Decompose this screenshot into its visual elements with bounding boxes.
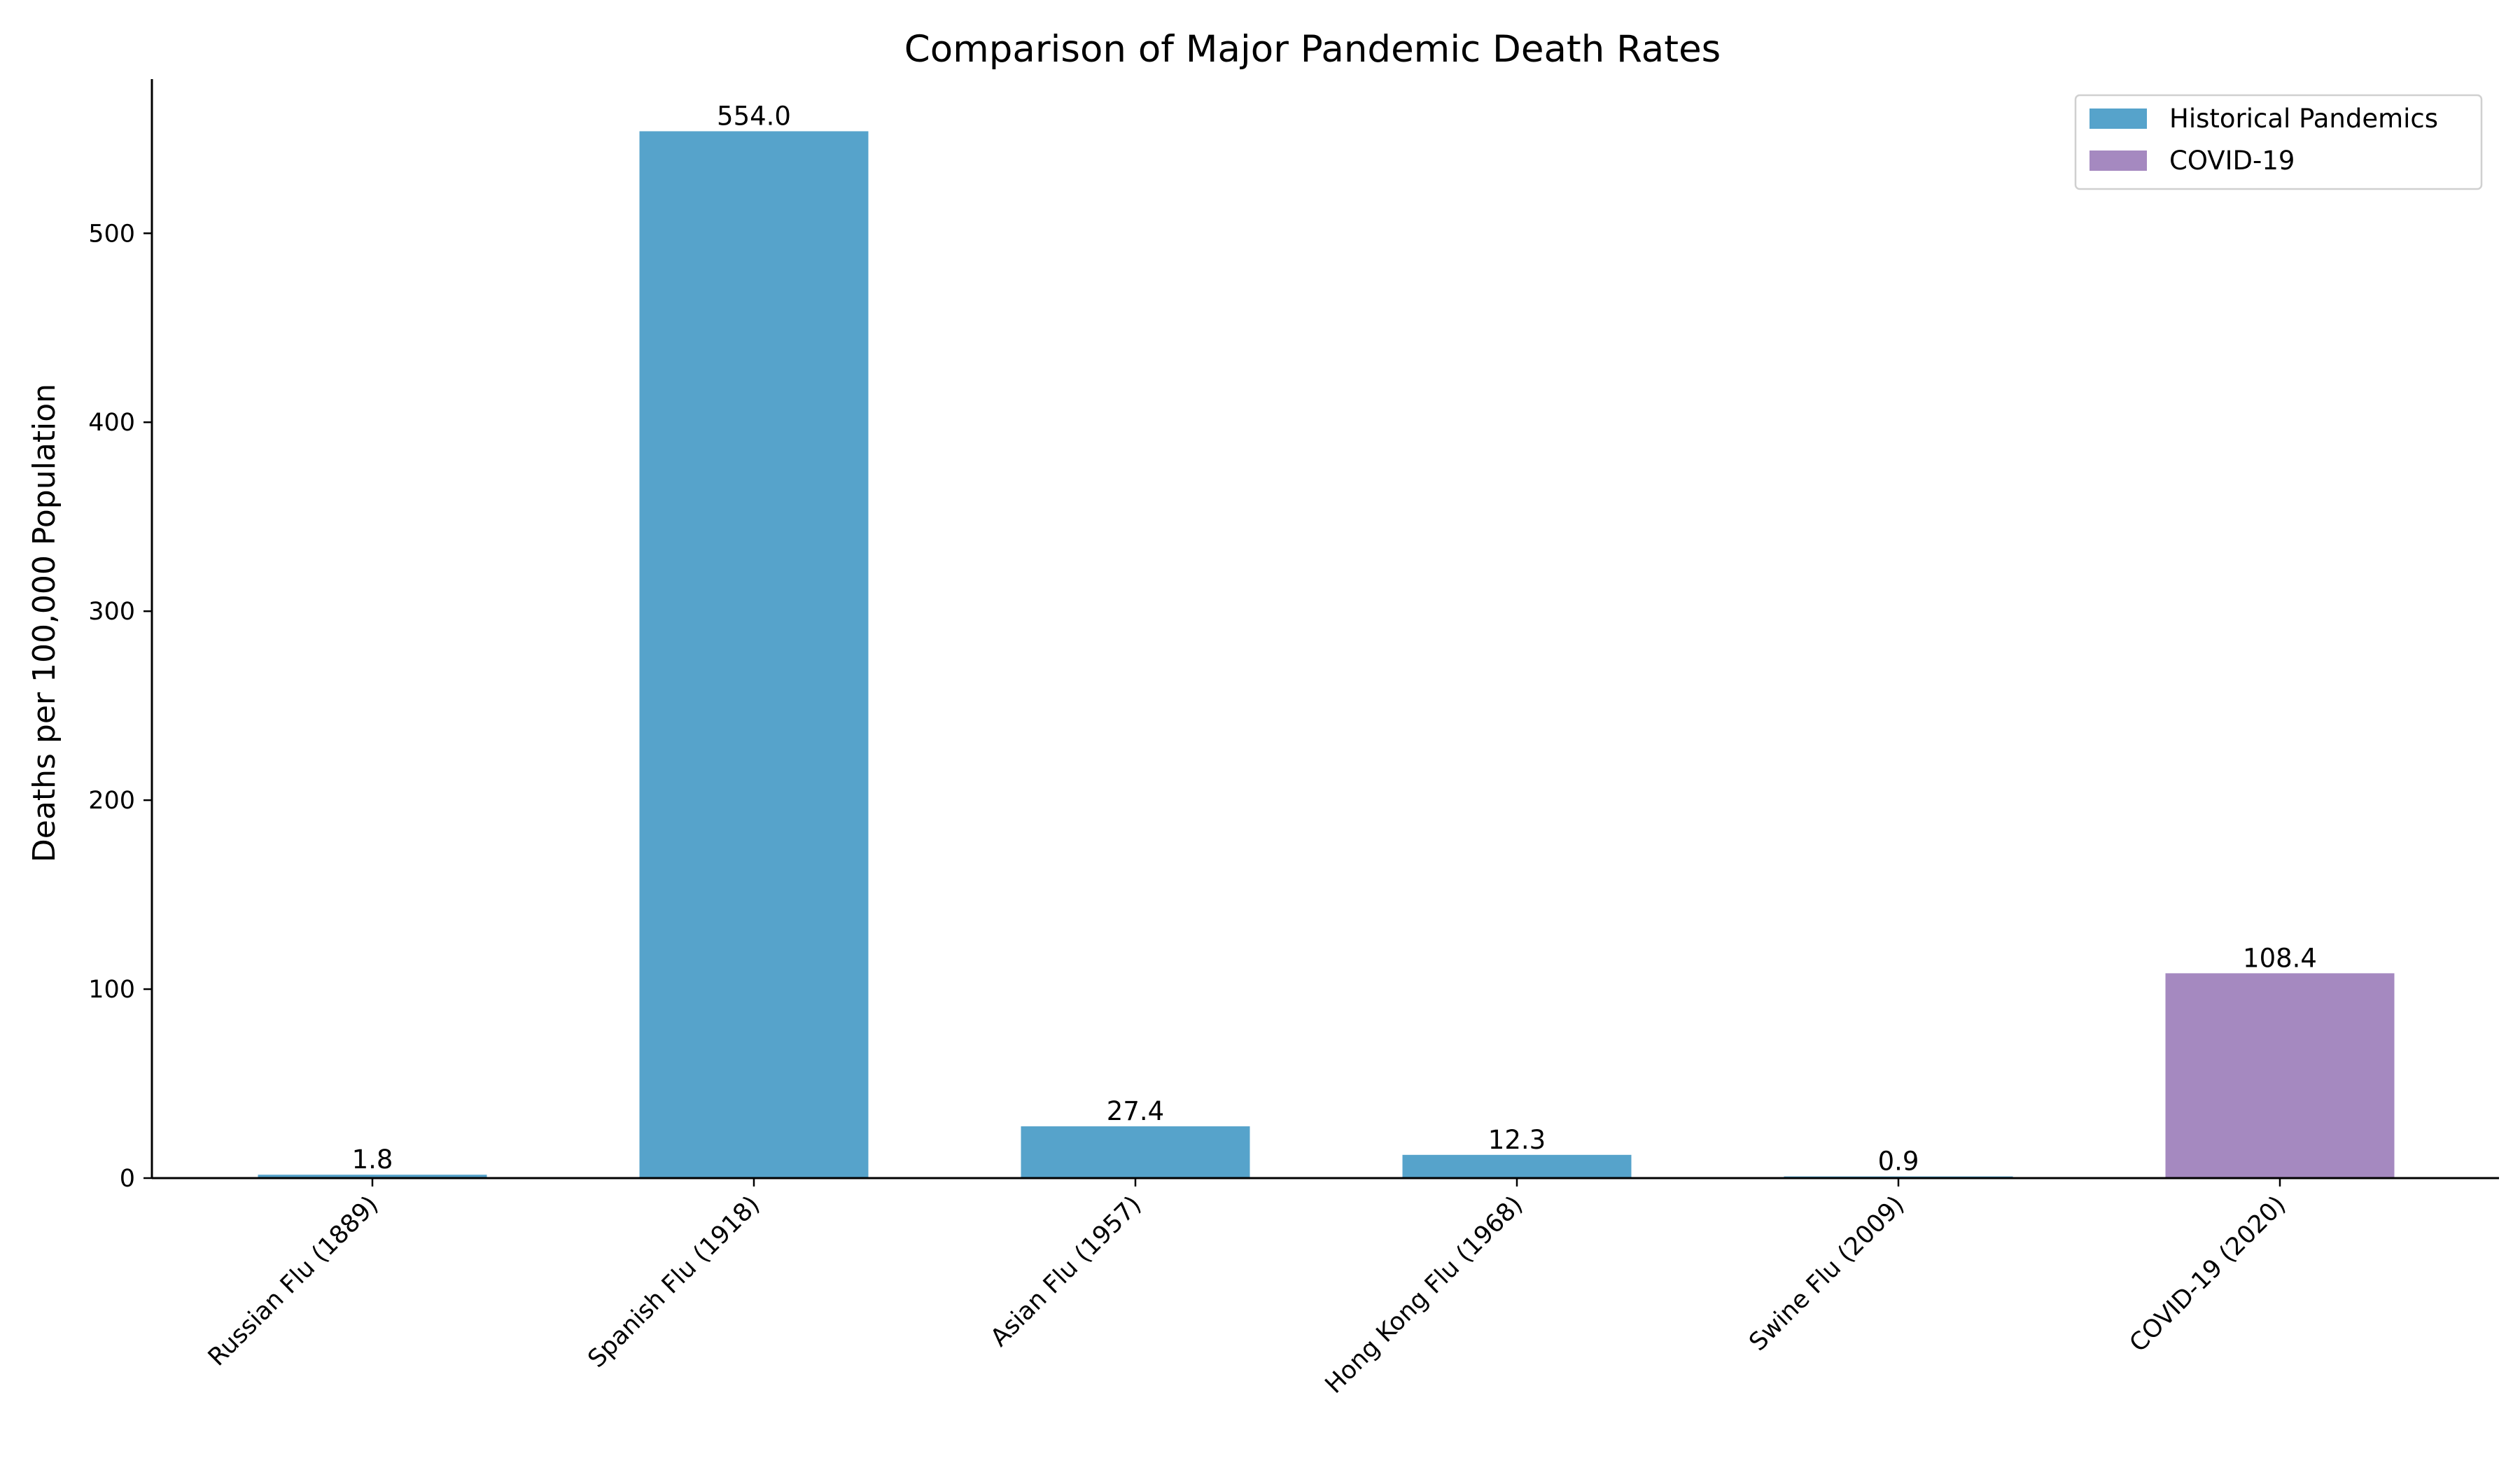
y-axis-title: Deaths per 100,000 Population (27, 384, 62, 862)
data-label-2: 27.4 (1107, 1096, 1164, 1126)
x-tick-label-3: Hong Kong Flu (1968) (1320, 1191, 1529, 1399)
y-tick-label-3: 300 (88, 598, 135, 626)
chart-title: Comparison of Major Pandemic Death Rates (904, 28, 1721, 71)
bar-2 (1021, 1126, 1250, 1178)
y-axis-ticks: 0 100 200 300 400 500 (88, 220, 152, 1193)
legend-swatch-covid (2090, 150, 2147, 171)
bar-3 (1402, 1154, 1632, 1178)
legend-label-covid: COVID-19 (2169, 146, 2295, 176)
y-tick-label-2: 200 (88, 787, 135, 815)
x-tick-label-0: Russian Flu (1889) (203, 1191, 384, 1371)
bars-group (258, 131, 2395, 1178)
legend-frame (2074, 94, 2483, 190)
bar-0 (258, 1175, 487, 1178)
y-tick-label-4: 400 (88, 409, 135, 437)
y-tick-label-0: 0 (120, 1165, 135, 1193)
legend-swatch-historical (2090, 108, 2147, 129)
y-tick-label-5: 500 (88, 220, 135, 248)
bar-5 (2165, 973, 2395, 1178)
data-labels-group: 1.8 554.0 27.4 12.3 0.9 108.4 (352, 102, 2317, 1177)
legend-label-historical: Historical Pandemics (2169, 104, 2438, 134)
legend: Historical Pandemics COVID-19 (2074, 94, 2483, 190)
x-tick-label-5: COVID-19 (2020) (2124, 1191, 2291, 1357)
data-label-1: 554.0 (717, 102, 791, 132)
x-tick-label-4: Swine Flu (2009) (1744, 1191, 1910, 1357)
data-label-3: 12.3 (1488, 1125, 1546, 1155)
bar-1 (639, 131, 869, 1178)
data-label-4: 0.9 (1878, 1147, 1919, 1177)
x-tick-label-2: Asian Flu (1957) (986, 1191, 1147, 1352)
data-label-0: 1.8 (352, 1144, 393, 1175)
y-tick-label-1: 100 (88, 976, 135, 1004)
x-axis-ticks: Russian Flu (1889) Spanish Flu (1918) Asia… (203, 1178, 2291, 1399)
x-tick-label-1: Spanish Flu (1918) (583, 1191, 766, 1373)
data-label-5: 108.4 (2243, 943, 2317, 973)
